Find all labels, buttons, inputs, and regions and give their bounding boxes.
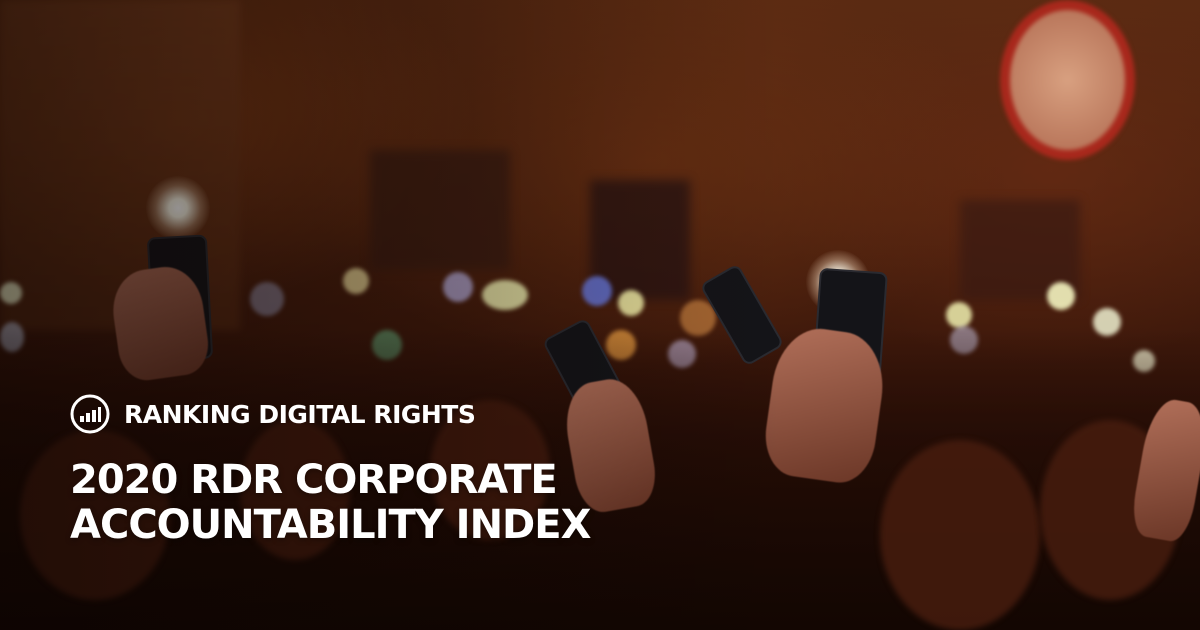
title-line-2: ACCOUNTABILITY INDEX	[70, 502, 591, 548]
bar-chart-circle-icon	[70, 394, 110, 434]
brand-lockup: RANKING DIGITAL RIGHTS	[70, 394, 476, 434]
title-line-1: 2020 RDR CORPORATE	[70, 457, 558, 503]
page-title: 2020 RDR CORPORATE ACCOUNTABILITY INDEX	[70, 457, 591, 548]
brand-name: RANKING DIGITAL RIGHTS	[124, 399, 476, 429]
